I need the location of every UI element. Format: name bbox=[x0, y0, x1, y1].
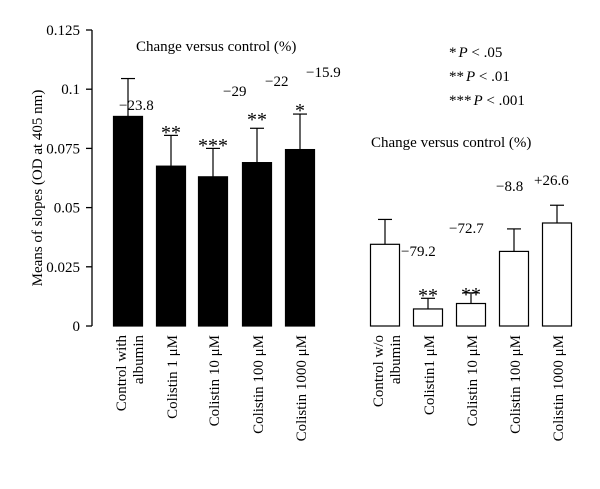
bars bbox=[112, 77, 573, 327]
legend-entry: *** P < .001 bbox=[449, 93, 525, 109]
x-tick-label: albumin bbox=[131, 335, 147, 385]
bar bbox=[369, 243, 401, 327]
change-value: −22 bbox=[265, 74, 288, 90]
bar bbox=[541, 222, 573, 327]
change-value: −15.9 bbox=[306, 65, 341, 81]
change-value: −29 bbox=[223, 84, 246, 100]
y-tick-label: 0.05 bbox=[54, 201, 80, 217]
legend-threshold: < .05 bbox=[468, 45, 503, 61]
bar bbox=[412, 308, 444, 327]
change-value: −79.2 bbox=[401, 244, 436, 260]
x-tick-label: albumin bbox=[388, 335, 404, 385]
x-tick-label: Colistin 1000 μM bbox=[551, 335, 567, 441]
x-tick-label: Colistin 100 μM bbox=[508, 335, 524, 434]
legend-threshold: < .001 bbox=[483, 93, 525, 109]
legend-stars: * bbox=[449, 45, 457, 61]
x-tick-label: Colistin 10 μM bbox=[207, 335, 223, 426]
significance-stars: * bbox=[295, 100, 305, 122]
axes: 0 0.025 0.05 0.075 0.1 0.125 Means of slopes (… bbox=[30, 23, 93, 335]
bar bbox=[155, 165, 187, 327]
x-tick-label: Colistin 100 μM bbox=[251, 335, 267, 434]
y-tick-label: 0.1 bbox=[61, 82, 80, 98]
significance-stars: ** bbox=[161, 122, 181, 144]
annotation-title: Change versus control (%) bbox=[371, 135, 531, 151]
x-tick-label: Control with bbox=[114, 335, 130, 412]
bar bbox=[498, 250, 530, 327]
y-tick-label: 0.025 bbox=[46, 260, 80, 276]
legend-stars: *** bbox=[449, 93, 472, 109]
y-tick-label: 0.125 bbox=[46, 23, 80, 39]
y-tick-label: 0 bbox=[73, 319, 81, 335]
significance-stars: ** bbox=[247, 109, 267, 131]
labels: Control with albumin Colistin 1 μM Colistin… bbox=[114, 39, 569, 441]
change-value: −8.8 bbox=[496, 179, 523, 195]
legend-entry: * P < .05 bbox=[449, 45, 502, 61]
x-tick-label: Colistin 1 μM bbox=[165, 335, 181, 419]
y-axis-title: Means of slopes (OD at 405 nm) bbox=[30, 90, 46, 287]
legend-p: P bbox=[458, 45, 468, 61]
bar bbox=[112, 115, 144, 327]
bar bbox=[455, 302, 487, 327]
bar bbox=[284, 148, 316, 327]
significance-stars: ** bbox=[418, 285, 438, 307]
legend-threshold: < .01 bbox=[475, 69, 510, 85]
legend-p: P bbox=[465, 69, 475, 85]
x-tick-label: Colistin1 μM bbox=[422, 335, 438, 415]
legend-p: P bbox=[473, 93, 483, 109]
change-value: −72.7 bbox=[449, 221, 484, 237]
change-value: −23.8 bbox=[119, 98, 154, 114]
bar bbox=[241, 162, 273, 327]
significance-stars: *** bbox=[198, 135, 228, 157]
legend-entry: ** P < .01 bbox=[449, 69, 510, 85]
y-tick-label: 0.075 bbox=[46, 141, 80, 157]
legend-stars: ** bbox=[449, 69, 464, 85]
x-tick-label: Colistin 10 μM bbox=[465, 335, 481, 426]
x-tick-label: Colistin 1000 μM bbox=[294, 335, 310, 441]
x-tick-label: Control w/o bbox=[371, 335, 387, 407]
change-value: +26.6 bbox=[534, 173, 569, 189]
bar bbox=[197, 176, 229, 327]
annotation-title: Change versus control (%) bbox=[136, 39, 296, 55]
significance-stars: ** bbox=[461, 284, 481, 306]
